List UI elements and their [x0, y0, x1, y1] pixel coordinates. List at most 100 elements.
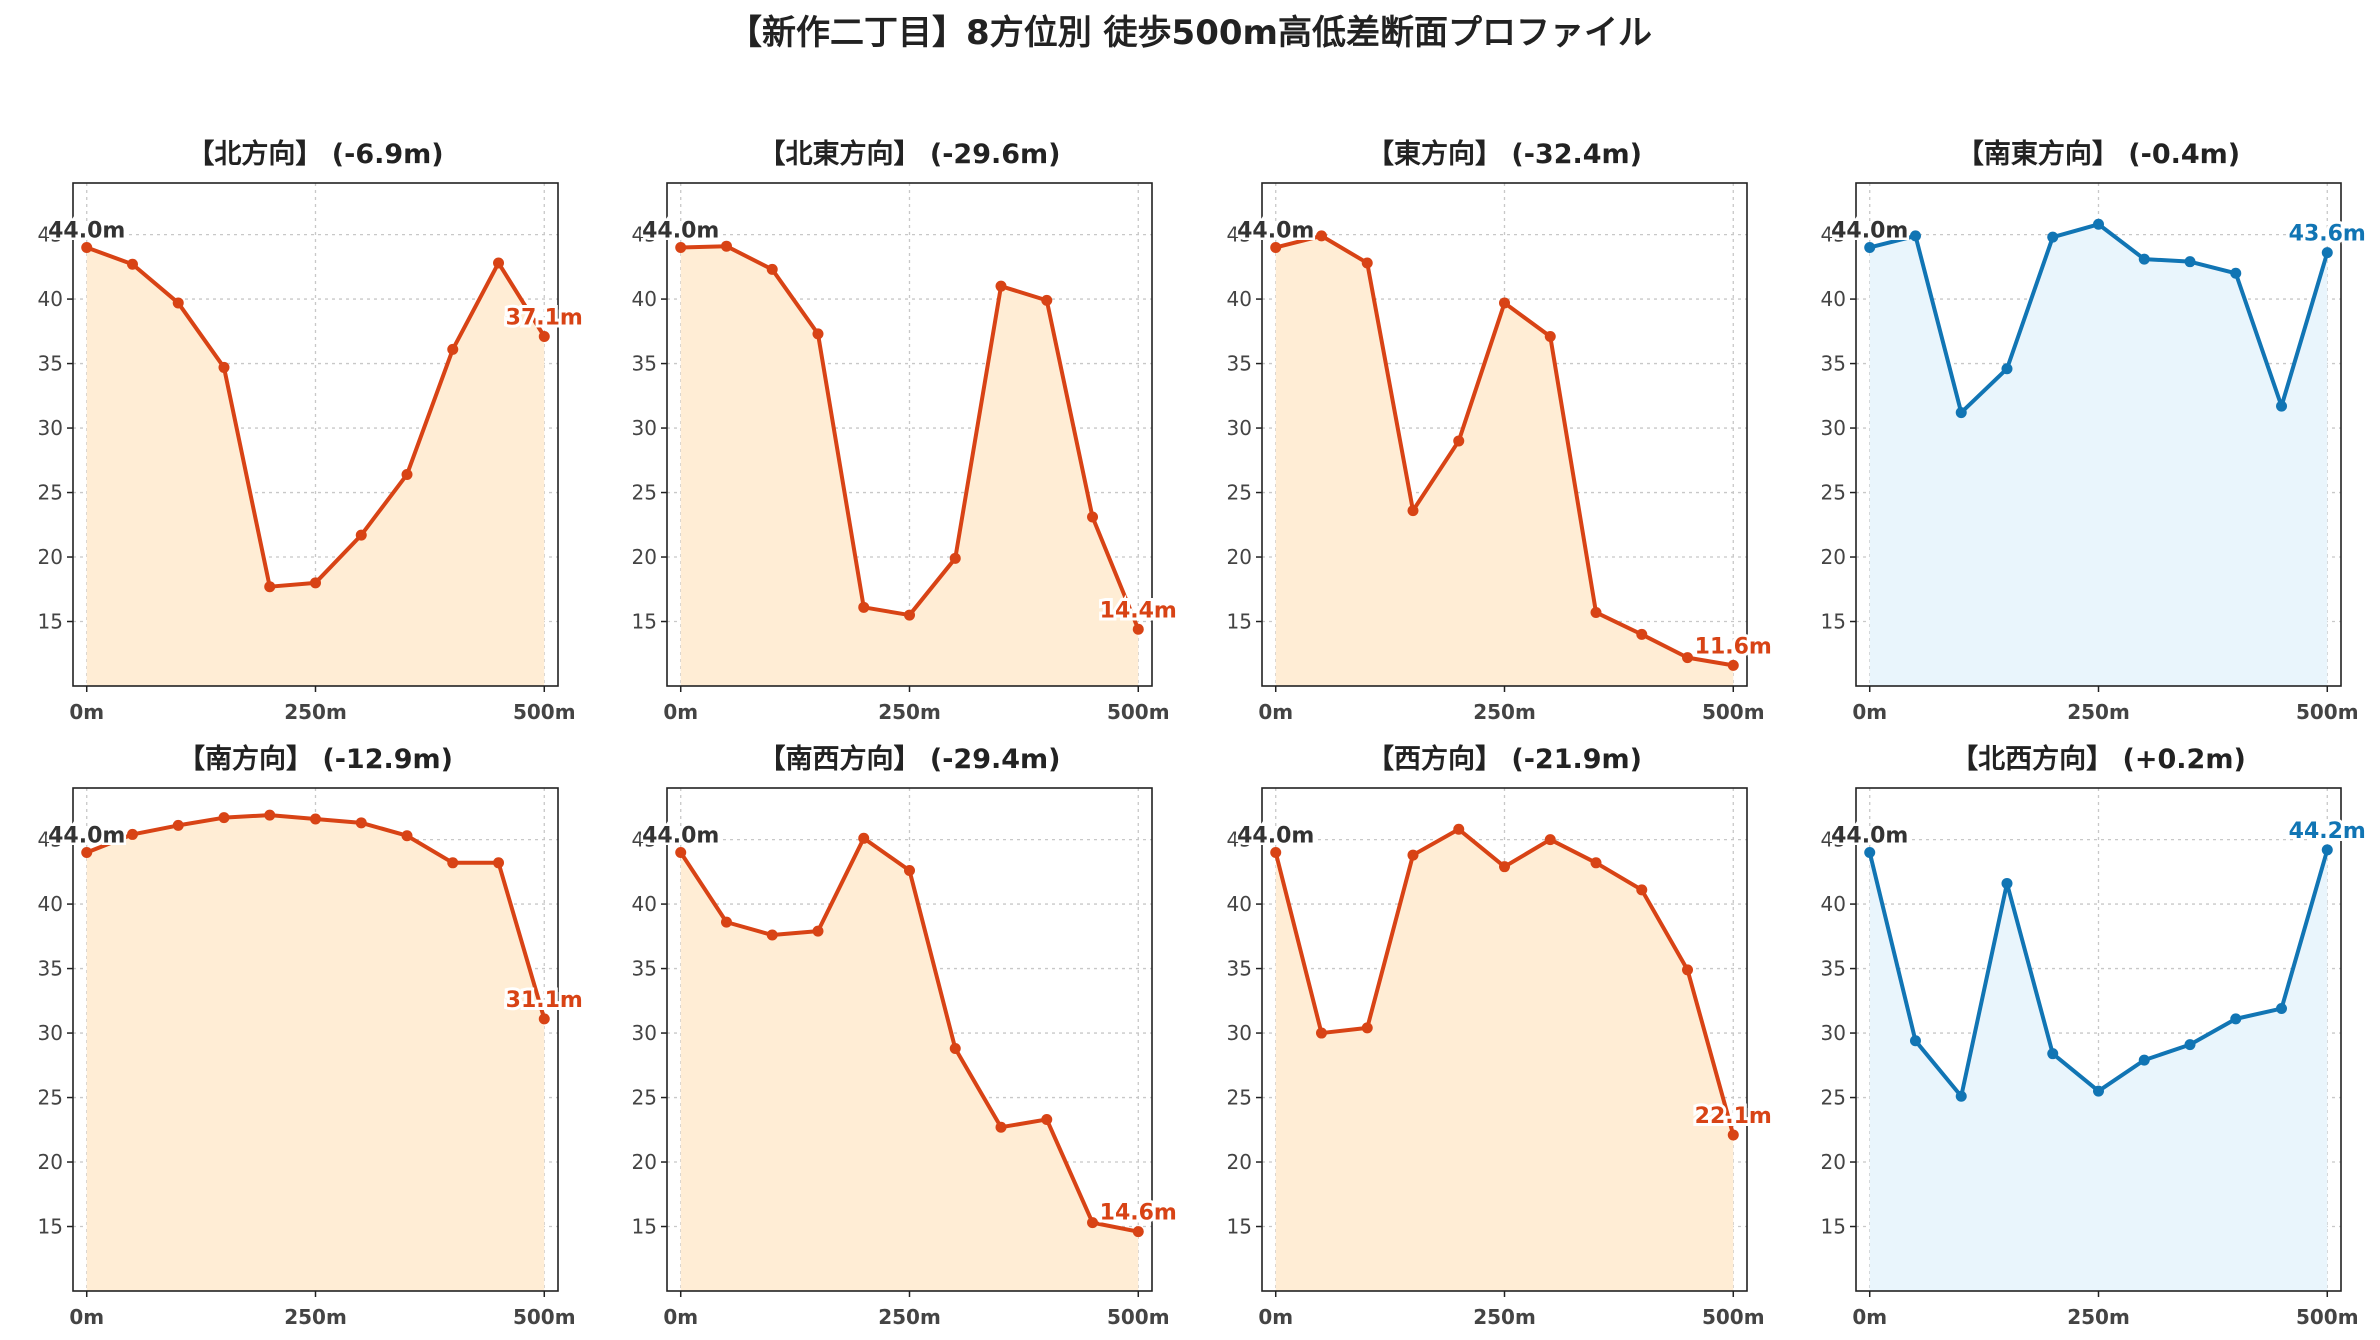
panel-6: 【西方向】 (-21.9m) 15 20 25 30 35 40 45 0m 250m 500m 44… [1227, 743, 1775, 1329]
data-point [1636, 628, 1648, 640]
data-point [2230, 1013, 2242, 1025]
y-tick-label: 45 [632, 223, 657, 247]
panel-title: 【南東方向】 (-0.4m) [1957, 138, 2240, 170]
y-tick-label: 35 [632, 352, 657, 376]
panel-title: 【南方向】 (-12.9m) [178, 743, 453, 775]
data-point [126, 828, 138, 840]
data-point [355, 817, 367, 829]
x-tick-label: 0m [1258, 700, 1293, 724]
y-tick-label: 40 [1227, 892, 1252, 916]
area-fill [1869, 849, 2328, 1291]
start-elevation-label: 44.0m [642, 823, 719, 848]
y-tick-label: 30 [1227, 416, 1252, 440]
data-point [538, 1013, 550, 1025]
x-tick-label: 250m [1473, 700, 1536, 724]
y-tick-label: 25 [632, 1086, 657, 1110]
data-point [675, 241, 687, 253]
x-tick-label: 500m [513, 1305, 576, 1329]
data-point [1590, 606, 1602, 618]
panel-2: 【東方向】 (-32.4m) 15 20 25 30 35 40 45 0m 250m 500m 44… [1227, 138, 1775, 724]
x-tick-label: 0m [1852, 1305, 1887, 1329]
data-point [1407, 849, 1419, 861]
end-elevation-label: 14.6m [1100, 1201, 1177, 1226]
area-fill [86, 247, 545, 686]
y-tick-label: 40 [1227, 287, 1252, 311]
y-tick-label: 45 [1821, 223, 1846, 247]
y-tick-label: 15 [38, 1215, 63, 1239]
panel-0: 【北方向】 (-6.9m) 15 20 25 30 35 40 45 0m 250m 500m 44.… [38, 138, 586, 724]
start-elevation-label: 44.0m [48, 823, 125, 848]
data-point [172, 819, 184, 831]
data-point [1727, 659, 1739, 671]
y-tick-label: 30 [632, 1021, 657, 1045]
start-elevation-label: 44.0m [642, 218, 719, 243]
data-point [720, 240, 732, 252]
x-tick-label: 250m [1473, 1305, 1536, 1329]
data-point [1864, 241, 1876, 253]
x-tick-label: 0m [69, 700, 104, 724]
y-tick-label: 40 [632, 287, 657, 311]
data-point [858, 832, 870, 844]
data-point [81, 846, 93, 858]
x-tick-label: 250m [878, 700, 941, 724]
data-point [1270, 241, 1282, 253]
data-point [264, 809, 276, 821]
data-point [1544, 834, 1556, 846]
panel-title: 【東方向】 (-32.4m) [1367, 138, 1642, 170]
y-tick-label: 45 [38, 828, 63, 852]
y-tick-label: 30 [1227, 1021, 1252, 1045]
y-tick-label: 35 [1821, 957, 1846, 981]
data-point [2047, 231, 2059, 243]
y-tick-label: 25 [38, 481, 63, 505]
data-point [812, 328, 824, 340]
y-tick-label: 40 [1821, 287, 1846, 311]
area-fill [86, 815, 545, 1291]
y-tick-label: 20 [1821, 545, 1846, 569]
data-point [2184, 256, 2196, 268]
data-point [766, 929, 778, 941]
data-point [1864, 846, 1876, 858]
data-point [2001, 877, 2013, 889]
x-tick-label: 250m [878, 1305, 941, 1329]
data-point [401, 830, 413, 842]
panel-title: 【西方向】 (-21.9m) [1367, 743, 1642, 775]
panel-5: 【南西方向】 (-29.4m) 15 20 25 30 35 40 45 0m 250m 500m 4… [632, 743, 1180, 1329]
y-tick-label: 15 [1227, 1215, 1252, 1239]
panel-title: 【北東方向】 (-29.6m) [758, 138, 1060, 170]
data-point [447, 343, 459, 355]
y-tick-label: 25 [1821, 481, 1846, 505]
data-point [766, 263, 778, 275]
data-point [2321, 844, 2333, 856]
y-tick-label: 40 [1821, 892, 1846, 916]
panel-7: 【北西方向】 (+0.2m) 15 20 25 30 35 40 45 0m 250m 500m 44… [1821, 743, 2369, 1329]
x-tick-label: 0m [663, 700, 698, 724]
x-tick-label: 500m [1107, 1305, 1170, 1329]
y-tick-label: 40 [632, 892, 657, 916]
y-tick-label: 15 [632, 610, 657, 634]
data-point [1955, 1090, 1967, 1102]
data-point [1499, 861, 1510, 873]
y-tick-label: 35 [38, 352, 63, 376]
data-point [675, 846, 687, 858]
data-point [1315, 1027, 1327, 1039]
data-point [538, 330, 550, 342]
y-tick-label: 35 [1227, 352, 1252, 376]
y-tick-label: 25 [1227, 481, 1252, 505]
area-fill [680, 246, 1139, 686]
y-tick-label: 20 [38, 1150, 63, 1174]
data-point [264, 581, 276, 593]
data-point [126, 258, 138, 270]
x-tick-label: 250m [284, 1305, 347, 1329]
y-tick-label: 30 [1821, 416, 1846, 440]
x-tick-label: 250m [2067, 1305, 2130, 1329]
y-tick-label: 15 [1227, 610, 1252, 634]
data-point [2047, 1048, 2059, 1060]
data-point [218, 361, 230, 373]
y-tick-label: 30 [632, 416, 657, 440]
y-tick-label: 45 [632, 828, 657, 852]
area-fill [680, 838, 1139, 1291]
y-tick-label: 45 [1227, 223, 1252, 247]
x-tick-label: 500m [2296, 700, 2359, 724]
x-tick-label: 0m [69, 1305, 104, 1329]
end-elevation-label: 11.6m [1695, 634, 1772, 659]
